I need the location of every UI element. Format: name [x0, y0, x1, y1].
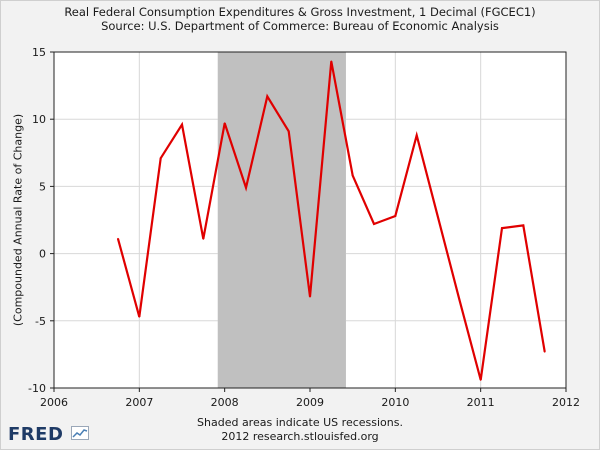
data-point [479, 379, 482, 381]
y-tick-label: -5 [35, 315, 46, 328]
fred-logo: FRED [8, 424, 64, 445]
data-point [351, 174, 354, 177]
data-point [138, 315, 141, 318]
data-point [415, 134, 418, 137]
data-point [245, 186, 247, 189]
chart-line-icon [71, 426, 89, 440]
data-point [330, 60, 333, 63]
chart-title: Real Federal Consumption Expenditures & … [64, 5, 536, 19]
x-tick-label: 2012 [552, 396, 580, 409]
data-point [437, 216, 439, 219]
data-point [117, 237, 119, 240]
x-tick-label: 2010 [381, 396, 409, 409]
data-point [223, 122, 226, 125]
data-point [159, 157, 162, 160]
x-tick-label: 2011 [467, 396, 495, 409]
x-tick-label: 2006 [40, 396, 68, 409]
data-point [309, 295, 311, 298]
y-tick-label: 0 [39, 248, 46, 261]
data-point [373, 223, 375, 225]
data-point [501, 227, 503, 229]
recession-shade [217, 52, 346, 388]
credit-text: 2012 research.stlouisfed.org [221, 430, 379, 443]
chart-source: Source: U.S. Department of Commerce: Bur… [101, 19, 499, 33]
data-point [522, 224, 525, 227]
y-tick-label: 5 [39, 180, 46, 193]
data-point [287, 130, 290, 133]
data-point [458, 298, 461, 301]
y-tick-label: 10 [32, 113, 46, 126]
recession-note: Shaded areas indicate US recessions. [197, 416, 403, 429]
x-tick-label: 2008 [211, 396, 239, 409]
x-tick-label: 2007 [125, 396, 153, 409]
data-point [543, 350, 546, 353]
x-tick-label: 2009 [296, 396, 324, 409]
data-point [181, 123, 183, 126]
y-tick-label: 15 [32, 46, 46, 59]
y-tick-label: -10 [28, 382, 46, 395]
data-point [394, 215, 397, 217]
data-point [266, 95, 269, 98]
data-point [202, 237, 205, 240]
